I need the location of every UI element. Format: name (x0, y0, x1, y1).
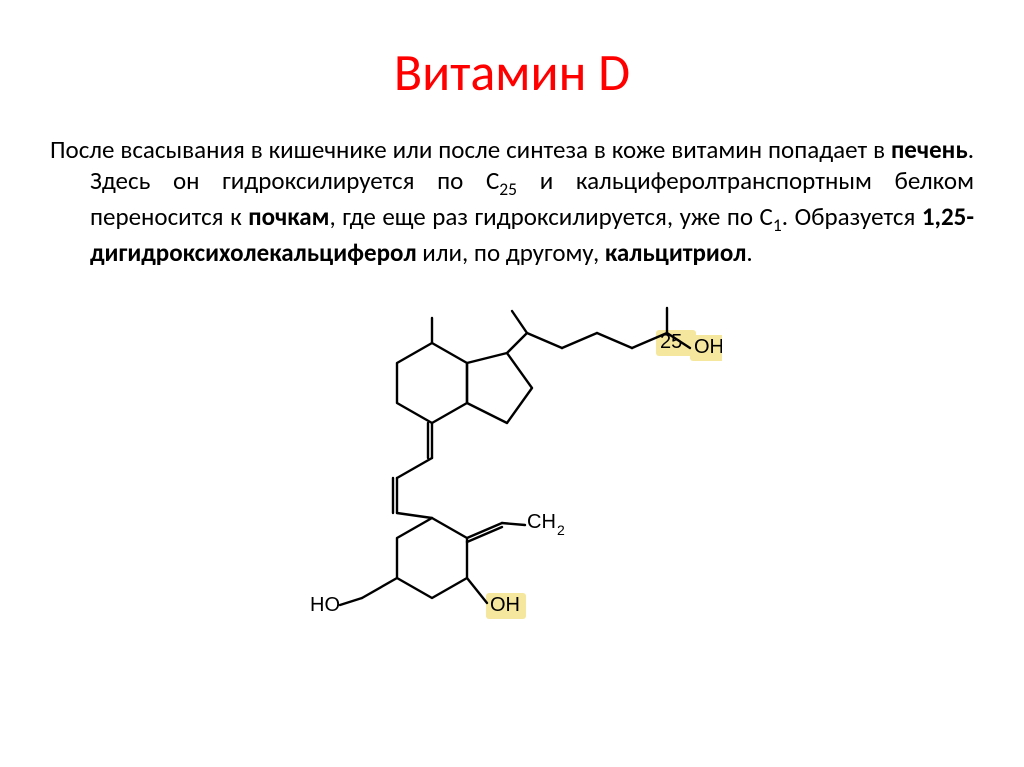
svg-text:HO: HO (310, 594, 340, 616)
svg-text:CH: CH (527, 511, 556, 533)
body-paragraph: После всасывания в кишечнике или после с… (50, 134, 974, 268)
molecule-diagram: OH 25 CH2 HO OH (302, 293, 722, 623)
svg-text:OH: OH (694, 336, 722, 358)
svg-text:25: 25 (660, 331, 682, 353)
slide: Витамин D После всасывания в кишечнике и… (0, 0, 1024, 767)
svg-text:OH: OH (490, 594, 520, 616)
slide-title: Витамин D (50, 40, 974, 104)
svg-text:2: 2 (557, 522, 565, 538)
